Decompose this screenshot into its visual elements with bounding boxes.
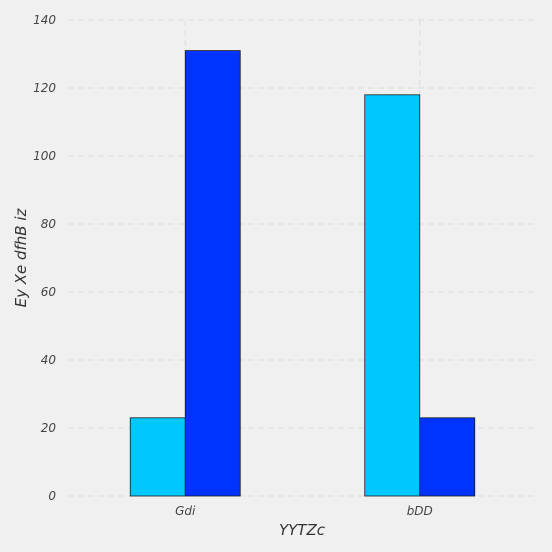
y-tick-label: 40: [41, 353, 57, 367]
y-axis-title: Ey Xe dfhB iz: [12, 207, 30, 307]
x-tick-label: Gdi: [175, 504, 196, 518]
bar: [419, 417, 476, 497]
y-tick-label: 140: [33, 13, 56, 27]
y-tick-label: 120: [33, 81, 56, 95]
y-tick-label: 20: [41, 421, 57, 435]
bars: [129, 50, 476, 497]
y-tick-label: 100: [33, 149, 56, 163]
bar: [184, 50, 241, 497]
x-axis-title: YYTZc: [279, 521, 326, 539]
bar: [129, 417, 186, 497]
x-axis-ticks: Gdi bDD: [175, 504, 433, 518]
y-axis-ticks: 0 20 40 60 80 100 120 140: [33, 13, 56, 503]
x-tick-label: bDD: [407, 504, 433, 518]
y-tick-label: 0: [48, 489, 56, 503]
y-tick-label: 80: [41, 217, 57, 231]
bar: [364, 94, 421, 497]
y-tick-label: 60: [41, 285, 57, 299]
